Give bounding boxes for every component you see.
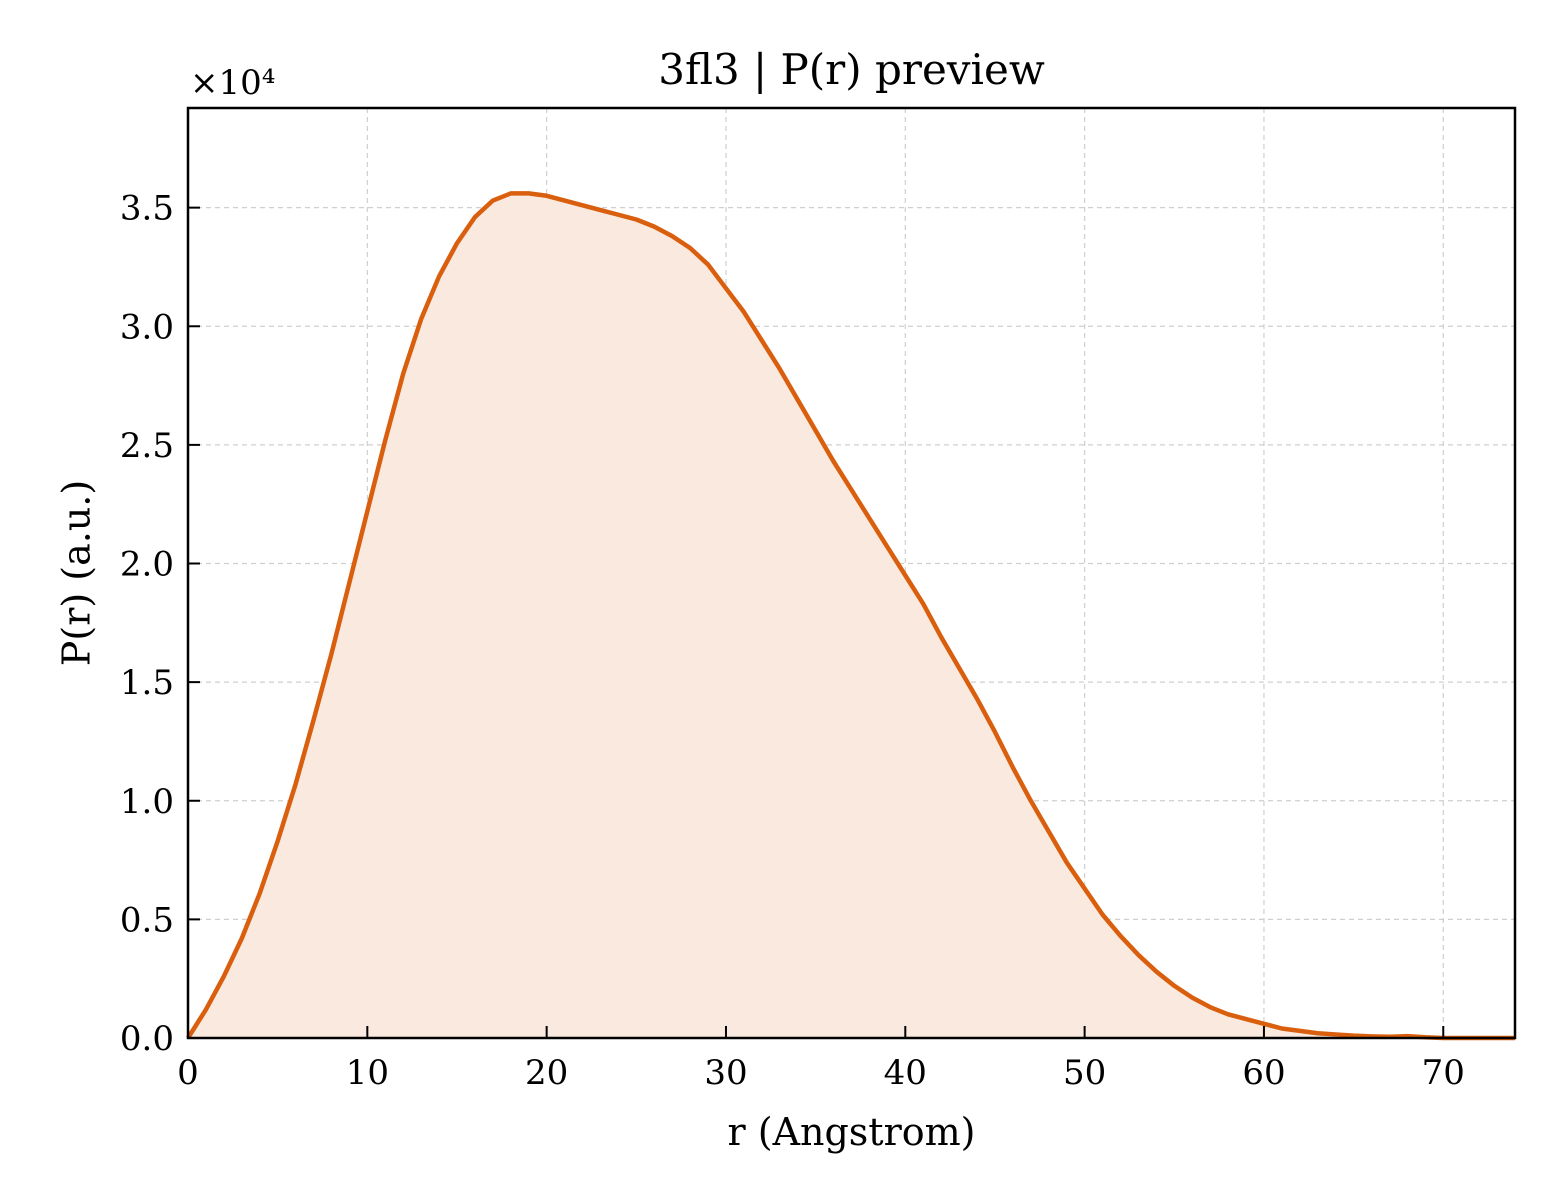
- y-tick-label: 0.0: [120, 1019, 174, 1059]
- x-tick-label: 60: [1242, 1053, 1285, 1093]
- y-multiplier-label: ×10⁴: [190, 63, 275, 103]
- x-tick-label: 0: [177, 1053, 199, 1093]
- y-tick-label: 0.5: [120, 900, 174, 940]
- x-tick-label: 70: [1422, 1053, 1465, 1093]
- x-tick-label: 20: [525, 1053, 568, 1093]
- plot-frame: [186, 106, 1517, 1040]
- chart-title: 3fl3 | P(r) preview: [658, 45, 1045, 94]
- x-tick-label: 40: [884, 1053, 927, 1093]
- y-tick-label: 3.0: [120, 307, 174, 347]
- x-tick-label: 50: [1063, 1053, 1106, 1093]
- axis-ticks: 0 10 20 30 40 50 60 70 0.0 0.5 1.0 1.5 2.0 2.5 3.0 3.5: [120, 189, 1465, 1093]
- x-axis-label: r (Angstrom): [728, 1110, 976, 1154]
- y-tick-label: 3.5: [120, 189, 174, 229]
- y-tick-label: 2.0: [120, 545, 174, 585]
- series-area-fill: [188, 193, 1515, 1038]
- y-axis-label: P(r) (a.u.): [55, 480, 99, 666]
- y-tick-label: 1.5: [120, 663, 174, 703]
- y-tick-label: 2.5: [120, 426, 174, 466]
- series-line: [186, 191, 1515, 1041]
- x-tick-label: 30: [704, 1053, 747, 1093]
- y-tick-label: 1.0: [120, 782, 174, 822]
- x-tick-label: 10: [346, 1053, 389, 1093]
